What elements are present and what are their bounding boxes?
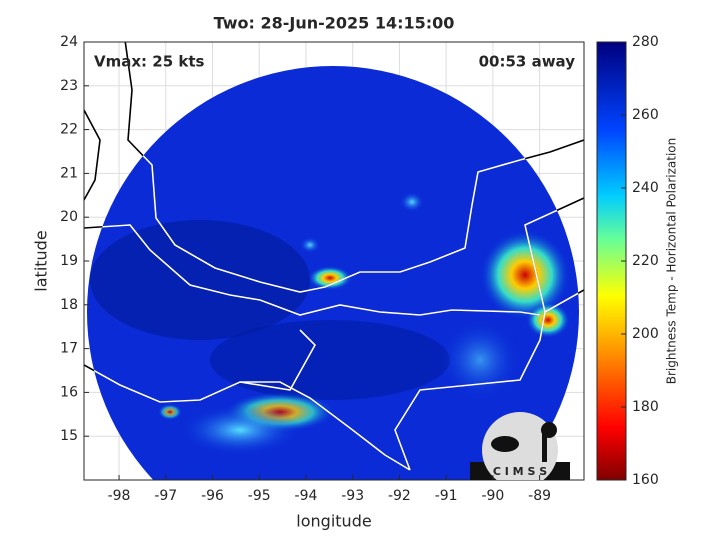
colorbar-tick-label: 160	[632, 472, 659, 488]
y-tick-label: 17	[60, 341, 78, 357]
x-tick-label: -97	[154, 488, 177, 504]
y-tick-label: 19	[60, 253, 78, 269]
x-tick-label: -92	[388, 488, 411, 504]
colorbar-tick-label: 240	[632, 180, 659, 196]
y-axis-label: latitude	[32, 230, 51, 291]
colorbar-tick-label: 180	[632, 399, 659, 415]
y-tick-label: 20	[60, 209, 78, 225]
y-tick-label: 22	[60, 122, 78, 138]
colorbar-tick-label: 200	[632, 326, 659, 342]
y-tick-label: 23	[60, 78, 78, 94]
y-tick-label: 16	[60, 384, 78, 400]
annotation: Vmax: 25 kts	[94, 53, 204, 71]
y-tick-label: 18	[60, 297, 78, 313]
y-tick-label: 24	[60, 34, 78, 50]
logo-text: C I M S S	[493, 465, 547, 478]
x-tick-label: -93	[341, 488, 364, 504]
colorbar-tick-label: 260	[632, 107, 659, 123]
x-axis-label: longitude	[296, 512, 371, 531]
colorbar-tick-label: 280	[632, 34, 659, 50]
x-tick-label: -91	[435, 488, 458, 504]
x-tick-label: -89	[528, 488, 551, 504]
x-tick-label: -94	[295, 488, 318, 504]
x-tick-label: -95	[248, 488, 271, 504]
logo: C I M S S	[470, 412, 570, 480]
x-tick-label: -98	[108, 488, 131, 504]
colorbar-tick-label: 220	[632, 253, 659, 269]
y-tick-label: 21	[60, 165, 78, 181]
x-tick-label: -90	[481, 488, 504, 504]
colorbar-label: Brightness Temp - Horizontal Polarizatio…	[665, 138, 679, 385]
satellite-image	[87, 66, 579, 480]
y-tick-label: 15	[60, 428, 78, 444]
x-tick-label: -96	[201, 488, 224, 504]
title: Two: 28-Jun-2025 14:15:00	[214, 14, 455, 33]
annotation: 00:53 away	[479, 53, 576, 71]
